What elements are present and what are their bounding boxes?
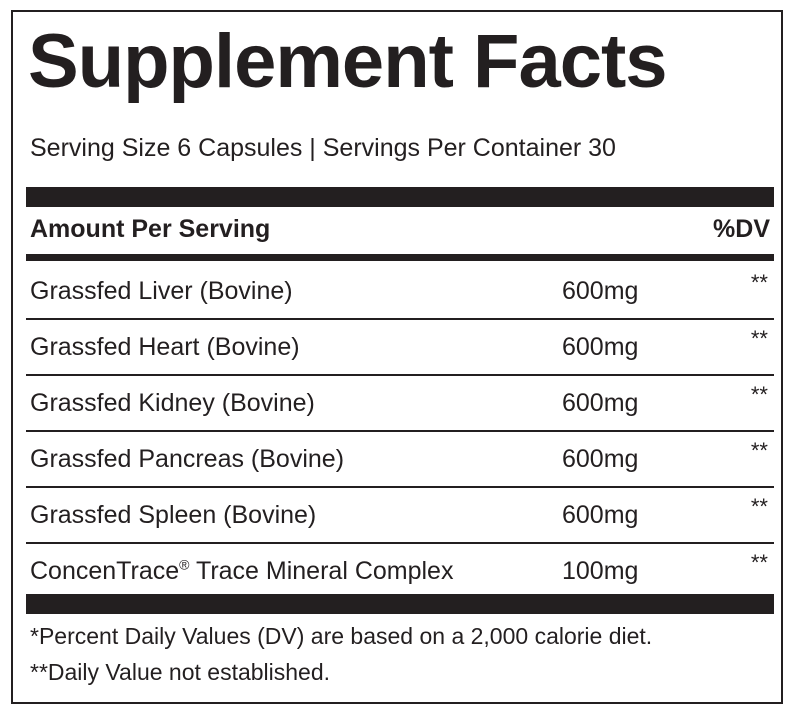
table-row: Grassfed Spleen (Bovine) 600mg **: [26, 488, 774, 544]
ingredient-name: Grassfed Kidney (Bovine): [30, 389, 315, 417]
ingredient-dv: **: [750, 550, 768, 575]
table-row: Grassfed Kidney (Bovine) 600mg **: [26, 376, 774, 432]
serving-info: Serving Size 6 Capsules | Servings Per C…: [30, 134, 616, 162]
ingredient-amount: 600mg: [562, 389, 639, 417]
table-row: Grassfed Pancreas (Bovine) 600mg **: [26, 432, 774, 488]
table-row: Grassfed Liver (Bovine) 600mg **: [26, 264, 774, 320]
top-thick-divider: [26, 187, 774, 207]
footnotes: *Percent Daily Values (DV) are based on …: [30, 618, 652, 690]
ingredient-dv: **: [750, 438, 768, 463]
bottom-thick-divider: [26, 594, 774, 614]
table-row: Grassfed Heart (Bovine) 600mg **: [26, 320, 774, 376]
ingredient-amount: 100mg: [562, 557, 639, 585]
ingredient-name: Grassfed Heart (Bovine): [30, 333, 300, 361]
ingredient-amount: 600mg: [562, 277, 639, 305]
table-header: Amount Per Serving %DV: [26, 206, 774, 252]
ingredient-amount: 600mg: [562, 445, 639, 473]
ingredient-name: Grassfed Pancreas (Bovine): [30, 445, 345, 473]
ingredient-name: ConcenTrace® Trace Mineral Complex: [30, 544, 453, 598]
registered-mark: ®: [179, 556, 190, 573]
footnote-percent-dv: *Percent Daily Values (DV) are based on …: [30, 623, 653, 649]
ingredient-list: Grassfed Liver (Bovine) 600mg ** Grassfe…: [26, 264, 774, 598]
supplement-facts-panel: [11, 10, 783, 704]
header-divider: [26, 254, 774, 261]
footnote-dv-not-established: **Daily Value not established.: [30, 659, 331, 685]
panel-title: Supplement Facts: [28, 19, 668, 104]
amount-per-serving-heading: Amount Per Serving: [30, 215, 271, 243]
table-row: ConcenTrace® Trace Mineral Complex 100mg…: [26, 544, 774, 598]
ingredient-amount: 600mg: [562, 333, 639, 361]
ingredient-dv: **: [750, 382, 768, 407]
dv-heading: %DV: [713, 215, 770, 243]
ingredient-amount: 600mg: [562, 501, 639, 529]
ingredient-dv: **: [750, 270, 768, 295]
ingredient-name: Grassfed Spleen (Bovine): [30, 501, 317, 529]
ingredient-dv: **: [750, 326, 768, 351]
ingredient-name: Grassfed Liver (Bovine): [30, 277, 293, 305]
ingredient-name-suffix: Trace Mineral Complex: [189, 557, 454, 585]
ingredient-brand: ConcenTrace: [30, 557, 180, 585]
ingredient-dv: **: [750, 494, 768, 519]
